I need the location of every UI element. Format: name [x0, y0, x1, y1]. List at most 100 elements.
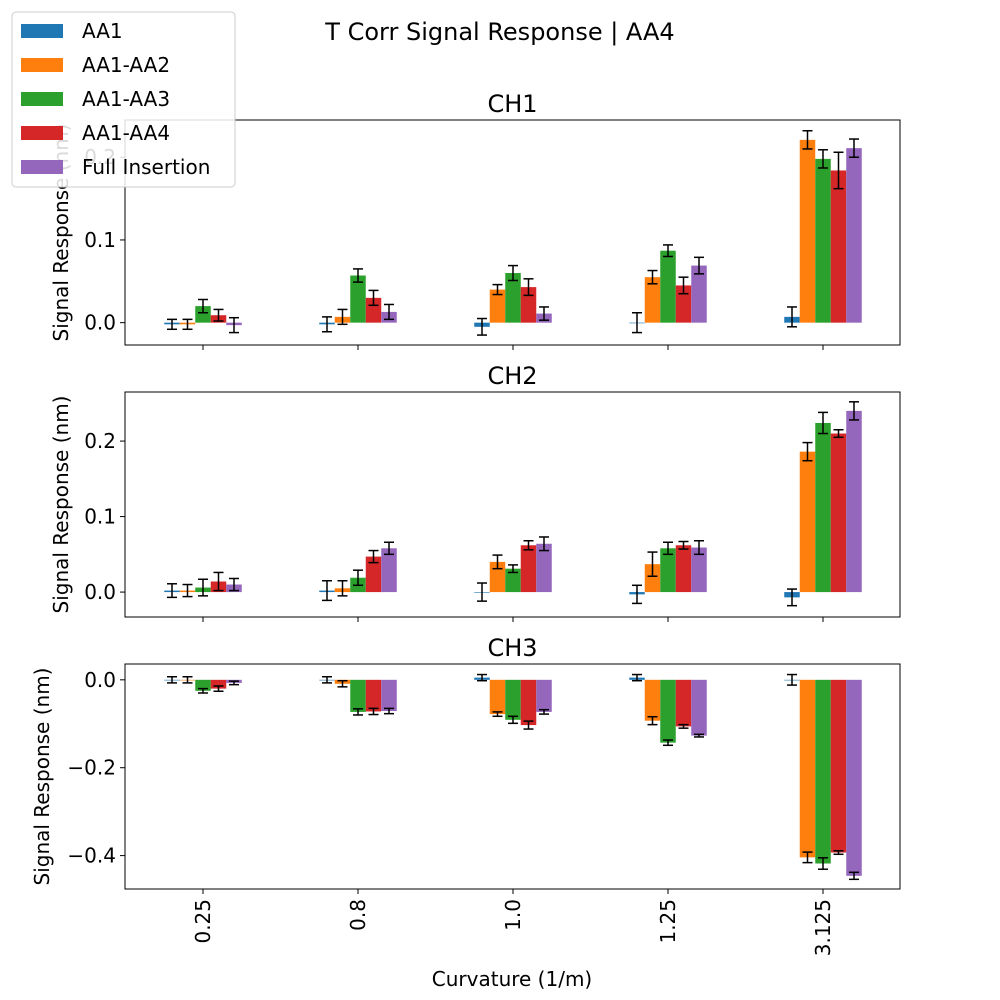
error-bar: [322, 675, 332, 684]
legend-entry: Full Insertion: [21, 155, 210, 179]
error-bar: [167, 583, 177, 599]
y-tick-label: 0.0: [84, 580, 116, 604]
legend-entry: AA1: [21, 19, 123, 43]
legend: AA1 AA1-AA2 AA1-AA3 AA1-AA4 Full Insertion: [11, 11, 236, 188]
error-bar: [632, 584, 642, 605]
error-bar: [337, 679, 348, 688]
error-bar: [322, 580, 332, 602]
legend-swatch: [21, 24, 63, 38]
bar: [195, 306, 211, 323]
error-bar: [508, 564, 518, 574]
error-bar: [678, 723, 689, 729]
error-bar: [523, 720, 534, 730]
error-bar: [663, 739, 673, 747]
bar: [830, 170, 847, 323]
error-bar: [384, 541, 394, 556]
bar: [365, 679, 382, 712]
error-bar: [663, 541, 673, 556]
error-bar: [229, 577, 239, 592]
error-bar: [229, 680, 239, 686]
error-bar: [787, 306, 797, 328]
bar: [644, 679, 661, 721]
bar: [489, 679, 506, 715]
bar: [830, 679, 847, 853]
bar: [195, 679, 211, 691]
error-bar: [539, 708, 549, 715]
bar: [691, 265, 707, 323]
bar: [536, 543, 552, 593]
y-tick-label: −0.4: [67, 844, 116, 868]
error-bar: [167, 675, 177, 684]
series-aa1-aa3: [195, 411, 831, 597]
x-tick-label: 3.125: [811, 899, 835, 956]
bar: [660, 679, 676, 743]
error-bar: [523, 278, 534, 297]
error-bar: [368, 289, 379, 307]
series-aa1: [164, 306, 800, 336]
error-bar: [182, 583, 193, 598]
legend-swatch: [21, 160, 63, 174]
bar: [520, 545, 537, 593]
series-aa1-aa3: [195, 149, 831, 323]
error-bar: [198, 687, 208, 694]
error-bar: [787, 673, 797, 686]
error-bar: [694, 256, 704, 275]
error-bar: [818, 411, 828, 435]
series-full-insertion: [226, 679, 862, 881]
bar: [675, 679, 692, 727]
legend-label: Full Insertion: [82, 155, 210, 179]
error-bar: [182, 675, 193, 684]
error-bar: [802, 851, 813, 864]
series-aa1-aa4: [210, 429, 847, 593]
bar: [489, 289, 506, 323]
bar: [381, 548, 397, 593]
x-axis-label: Curvature (1/m): [432, 967, 592, 991]
error-bar: [523, 539, 534, 551]
error-bar: [802, 130, 813, 150]
bar: [505, 273, 521, 323]
legend-label: AA1-AA3: [82, 87, 170, 111]
series-aa1-aa4: [210, 151, 847, 323]
bar: [365, 297, 382, 323]
subplot-title: CH3: [487, 634, 537, 662]
error-bar: [632, 673, 642, 682]
bar: [644, 564, 661, 593]
error-bar: [477, 582, 487, 602]
error-bar: [694, 539, 704, 556]
error-bar: [213, 571, 224, 592]
error-bar: [678, 540, 689, 550]
legend-label: AA1: [82, 19, 123, 43]
error-bar: [833, 850, 844, 856]
bar: [350, 275, 366, 323]
error-bar: [384, 707, 394, 715]
error-bar: [539, 536, 549, 552]
error-bar: [849, 871, 859, 881]
legend-swatch: [21, 126, 63, 140]
error-bar: [368, 549, 379, 564]
legend-label: AA1-AA4: [82, 121, 170, 145]
error-bar: [492, 711, 503, 718]
error-bar: [198, 298, 208, 314]
error-bar: [198, 578, 208, 597]
error-bar: [322, 316, 332, 333]
y-tick-label: 0.0: [84, 668, 116, 692]
bar: [691, 547, 707, 593]
series-aa1-aa4: [210, 679, 847, 856]
series-aa1: [164, 580, 800, 607]
bar: [675, 285, 692, 323]
error-bar: [167, 318, 177, 331]
bar: [660, 250, 676, 323]
legend-label: AA1-AA2: [82, 53, 170, 77]
bar: [381, 679, 397, 712]
series-aa1-aa3: [195, 679, 831, 870]
x-tick-label: 1.0: [501, 899, 525, 931]
error-bar: [632, 311, 642, 334]
y-axis-label: Signal Response (nm): [49, 396, 73, 614]
error-bar: [477, 673, 487, 682]
bar: [799, 139, 816, 323]
bar: [815, 422, 831, 593]
bar: [846, 410, 862, 593]
x-tick-label: 1.25: [656, 899, 680, 944]
error-bar: [833, 151, 844, 190]
